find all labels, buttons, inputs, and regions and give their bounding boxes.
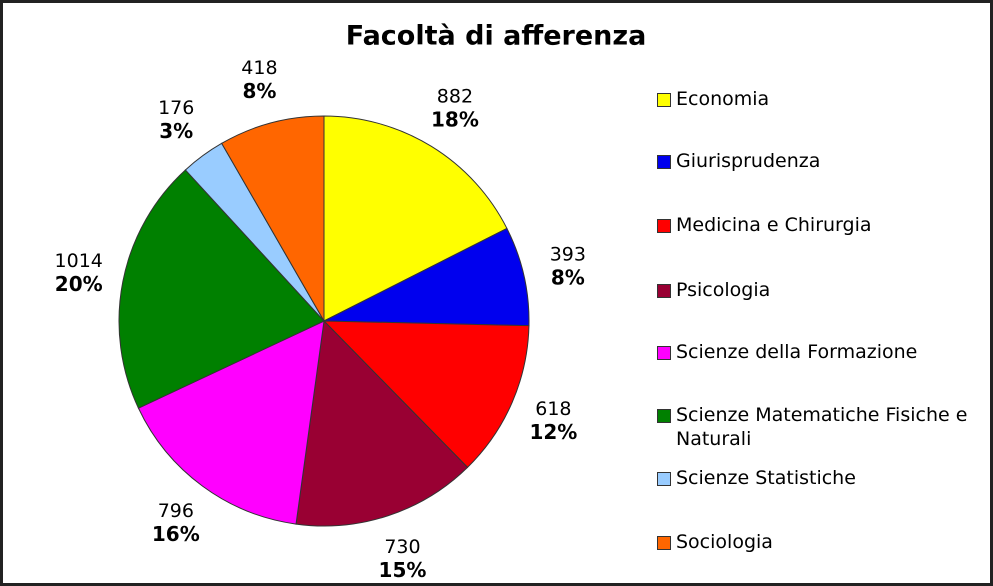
legend-swatch: [657, 219, 671, 233]
pie-slice: [295, 319, 469, 527]
legend-swatch: [657, 155, 671, 169]
legend-swatch: [657, 472, 671, 486]
pie-slice: [322, 320, 530, 469]
legend-label: Sociologia: [676, 531, 773, 553]
legend-item: Medicina e Chirurgia: [657, 213, 977, 237]
slice-percent-label: 8%: [551, 265, 585, 289]
legend-swatch: [657, 284, 671, 298]
legend-label: Scienze della Formazione: [676, 341, 918, 363]
slice-percent-label: 8%: [242, 79, 276, 103]
legend-item: Sociologia: [657, 530, 977, 554]
slice-percent-label: 20%: [55, 272, 103, 296]
slice-percent-label: 12%: [529, 420, 577, 444]
legend-item: Economia: [657, 87, 977, 111]
legend-item: Scienze Statistiche: [657, 466, 977, 490]
legend-item: Psicologia: [657, 278, 977, 302]
slice-value-label: 618: [535, 398, 571, 420]
slice-percent-label: 3%: [159, 119, 193, 143]
legend-label: Scienze Matematiche Fisiche e Naturali: [676, 404, 968, 450]
slice-value-label: 418: [241, 57, 277, 79]
legend-item: Scienze Matematiche Fisiche e Naturali: [657, 403, 977, 451]
slice-value-label: 176: [158, 97, 194, 119]
chart-title: Facoltà di afferenza: [346, 21, 647, 52]
slice-value-label: 882: [437, 86, 473, 108]
chart-svg: Facoltà di afferenza 88218%3938%61812%73…: [55, 21, 647, 582]
legend-item: Giurisprudenza: [657, 149, 977, 173]
slice-percent-label: 18%: [431, 108, 479, 132]
pie-slice: [323, 227, 530, 327]
slice-value-label: 730: [384, 536, 420, 558]
pie-slice: [221, 115, 325, 323]
slice-value-label: 1014: [55, 250, 103, 272]
slice-value-label: 796: [158, 500, 194, 522]
legend-swatch: [657, 409, 671, 423]
legend-item: Scienze della Formazione: [657, 340, 977, 364]
pie-slice: [137, 320, 325, 525]
legend-swatch: [657, 93, 671, 107]
legend-swatch: [657, 346, 671, 360]
legend-label: Psicologia: [676, 279, 771, 301]
pie-slice: [118, 169, 325, 409]
pie-slice: [323, 115, 508, 322]
slice-percent-label: 16%: [152, 522, 200, 546]
legend-label: Economia: [676, 88, 770, 110]
slice-percent-label: 15%: [379, 558, 427, 582]
legend-swatch: [657, 536, 671, 550]
legend-label: Medicina e Chirurgia: [676, 214, 872, 236]
legend-label: Giurisprudenza: [676, 150, 821, 172]
legend-label: Scienze Statistiche: [676, 467, 856, 489]
slice-value-label: 393: [550, 243, 586, 265]
